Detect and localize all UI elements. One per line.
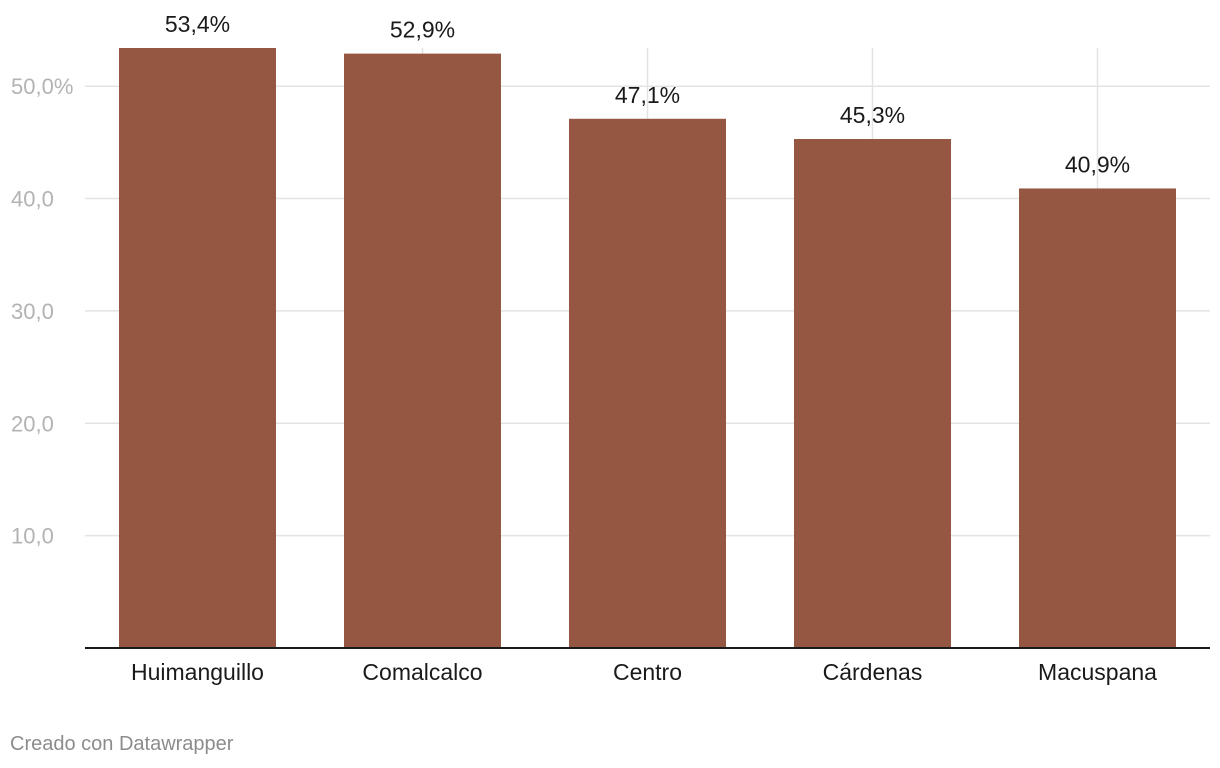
data-label: 52,9% — [390, 17, 455, 43]
x-tick-label: Comalcalco — [362, 659, 482, 685]
x-tick-labels: Huimanguillo Comalcalco Centro Cárdenas Macu… — [131, 659, 1157, 685]
bar-centro — [569, 118, 726, 649]
bar-comalcalco — [344, 53, 501, 648]
y-tick-label: 20,0 — [11, 411, 54, 436]
data-labels: 53,4% 52,9% 47,1% 45,3% 40,9% — [165, 11, 1130, 177]
bar-cárdenas — [794, 139, 951, 648]
x-tick-label: Huimanguillo — [131, 659, 264, 685]
data-label: 47,1% — [615, 82, 680, 108]
y-tick-labels: 10,0 20,0 30,0 40,0 50,0% — [11, 74, 73, 548]
y-tick-label: 30,0 — [11, 299, 54, 324]
x-tick-label: Macuspana — [1038, 659, 1157, 685]
data-label: 45,3% — [840, 102, 905, 128]
x-tick-label: Centro — [613, 659, 682, 685]
y-tick-label: 10,0 — [11, 524, 54, 549]
bar-macuspana — [1019, 188, 1176, 648]
y-tick-label: 40,0 — [11, 187, 54, 212]
bar-huimanguillo — [119, 48, 276, 648]
x-tick-label: Cárdenas — [823, 659, 923, 685]
y-tick-label: 50,0% — [11, 74, 73, 99]
bars — [119, 48, 1176, 649]
data-label: 40,9% — [1065, 151, 1130, 177]
data-label: 53,4% — [165, 11, 230, 37]
credit-text: Creado con Datawrapper — [10, 733, 234, 755]
